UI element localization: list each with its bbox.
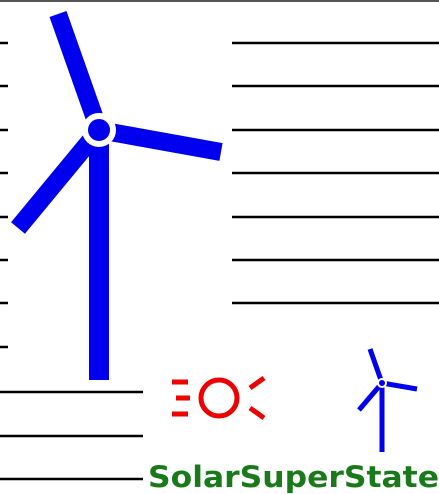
small-turbine xyxy=(359,349,417,452)
left-stubs xyxy=(0,43,8,347)
ray xyxy=(250,408,264,418)
bottom-left-lines xyxy=(0,392,143,479)
logo-text: SolarSuperState xyxy=(148,460,439,494)
blade xyxy=(58,14,99,130)
blade xyxy=(382,383,417,389)
hub xyxy=(378,379,386,387)
blade xyxy=(18,130,99,228)
right-lines xyxy=(232,43,439,303)
sun-icon xyxy=(172,378,264,418)
logo: SolarSuperState xyxy=(0,0,439,494)
blade xyxy=(99,130,221,152)
big-turbine xyxy=(18,14,221,380)
blade xyxy=(359,383,382,410)
sun xyxy=(201,380,237,416)
blade xyxy=(370,349,382,383)
hub xyxy=(85,116,113,144)
ray xyxy=(250,378,264,388)
page: SolarSuperState (() => { const data = JS… xyxy=(0,0,439,494)
